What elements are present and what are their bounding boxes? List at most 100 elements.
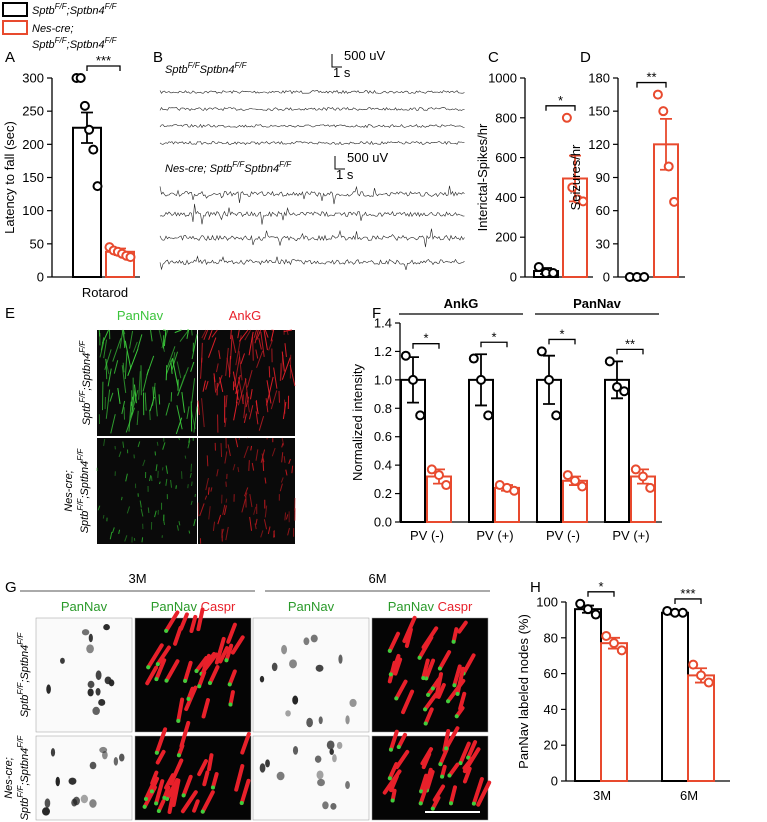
micrograph-fiber [238, 437, 241, 441]
micrograph-fiber [283, 456, 286, 463]
micrograph-fiber [215, 375, 223, 391]
micrograph-fiber [134, 384, 137, 404]
legend-swatch [2, 2, 28, 17]
caspr-segment [404, 627, 413, 648]
node-dot [155, 662, 160, 667]
caspr-segment [197, 759, 208, 777]
y-tick-label: 0 [551, 774, 558, 789]
x-tick-label: 3M [593, 788, 611, 803]
y-tick-label: 150 [22, 170, 44, 185]
y-tick-label: 0.8 [374, 401, 392, 416]
node-blob [88, 633, 93, 643]
micrograph-fiber [217, 514, 222, 525]
panel-letter: F [372, 305, 381, 322]
caspr-segment [389, 774, 399, 793]
micrograph-fiber [237, 467, 240, 473]
data-point [604, 356, 615, 367]
micrograph-fiber [270, 390, 278, 410]
node-blob [332, 754, 337, 763]
node-dot [423, 721, 428, 726]
row-label-part: ;Sptbn4 [81, 353, 93, 391]
micrograph-fiber [245, 396, 250, 408]
data-point [630, 464, 641, 475]
micrograph-fiber [171, 351, 179, 371]
scale-t: 1 s [336, 167, 354, 182]
eeg-trace [159, 228, 465, 248]
image-column-label: PanNav [288, 599, 335, 614]
channel-label: PanNav [151, 599, 198, 614]
row-label: SptbF/F;Sptbn4F/F [78, 340, 93, 426]
micrograph-fiber [291, 465, 294, 474]
data-point [544, 374, 554, 385]
row-label-part: F/F [16, 785, 25, 798]
node-dot [154, 750, 159, 755]
caspr-segment [164, 659, 180, 683]
micrograph-fiber [266, 376, 274, 406]
y-axis-label: Seizures/hr [568, 144, 583, 210]
micrograph-fiber [142, 369, 149, 392]
micrograph-fiber [159, 481, 161, 485]
node-dot [426, 692, 431, 697]
micrograph-fiber [140, 508, 144, 517]
micrograph-fiber [261, 453, 265, 463]
micrograph-fiber [288, 458, 291, 464]
data-point [645, 482, 656, 493]
node-blob [345, 781, 350, 790]
node-dot [156, 808, 161, 813]
legend-label-part: F/F [55, 36, 68, 45]
row-label-part: F/F [16, 682, 25, 695]
legend-label-part: ;Sptbn4 [67, 39, 105, 51]
data-point [609, 638, 619, 649]
node-dot [390, 798, 395, 803]
caspr-segment [155, 749, 166, 765]
group-label: AnkG [444, 296, 479, 311]
micrograph-fiber [186, 329, 190, 339]
node-blob [306, 717, 313, 728]
micrograph-fiber [229, 355, 231, 378]
y-tick-label: 1000 [488, 71, 517, 86]
y-tick-label: 250 [22, 104, 44, 119]
micrograph-fiber [103, 438, 106, 447]
micrograph-fiber [190, 361, 195, 372]
significance-bracket [412, 343, 440, 349]
y-tick-label: 100 [536, 595, 558, 610]
micrograph-fiber [240, 353, 246, 365]
micrograph-fiber [112, 527, 115, 534]
micrograph-fiber [105, 389, 111, 419]
micrograph-fiber [158, 394, 161, 405]
caspr-segment [230, 635, 245, 655]
micrograph-fiber [144, 392, 147, 411]
row-label-part: ;Sptbn4 [79, 461, 91, 499]
node-dot [448, 801, 453, 806]
micrograph-fiber [284, 343, 287, 358]
data-point [575, 598, 586, 609]
micrograph-fiber [165, 465, 169, 474]
micrograph-fiber [154, 386, 158, 417]
node-blob [113, 757, 119, 766]
micrograph-fiber [255, 449, 259, 461]
micrograph-fiber [248, 460, 250, 471]
row-label-part: Sptb [79, 511, 91, 534]
micrograph-fiber [121, 365, 127, 393]
caspr-segment [154, 779, 165, 806]
micrograph-fiber [243, 392, 248, 419]
image-column-label: PanNav [61, 599, 108, 614]
y-tick-label: 400 [495, 190, 517, 205]
eeg-trace [159, 123, 465, 129]
data-point [590, 609, 601, 620]
row-label-part: Nes-cre; [3, 757, 15, 799]
micrograph-fiber [284, 512, 287, 521]
micrograph-fiber [207, 337, 217, 358]
micrograph-fiber [139, 500, 142, 508]
micrograph-fiber [256, 329, 262, 340]
caspr-segment [189, 614, 198, 634]
micrograph-fiber [126, 506, 130, 514]
data-point [408, 374, 418, 385]
data-point [601, 631, 612, 642]
micrograph-fiber [205, 477, 209, 491]
caspr-segment [207, 665, 220, 686]
micrograph-fiber [258, 337, 262, 350]
y-axis-label: Latency to fall (sec) [2, 121, 17, 234]
micrograph-fiber [255, 349, 259, 359]
